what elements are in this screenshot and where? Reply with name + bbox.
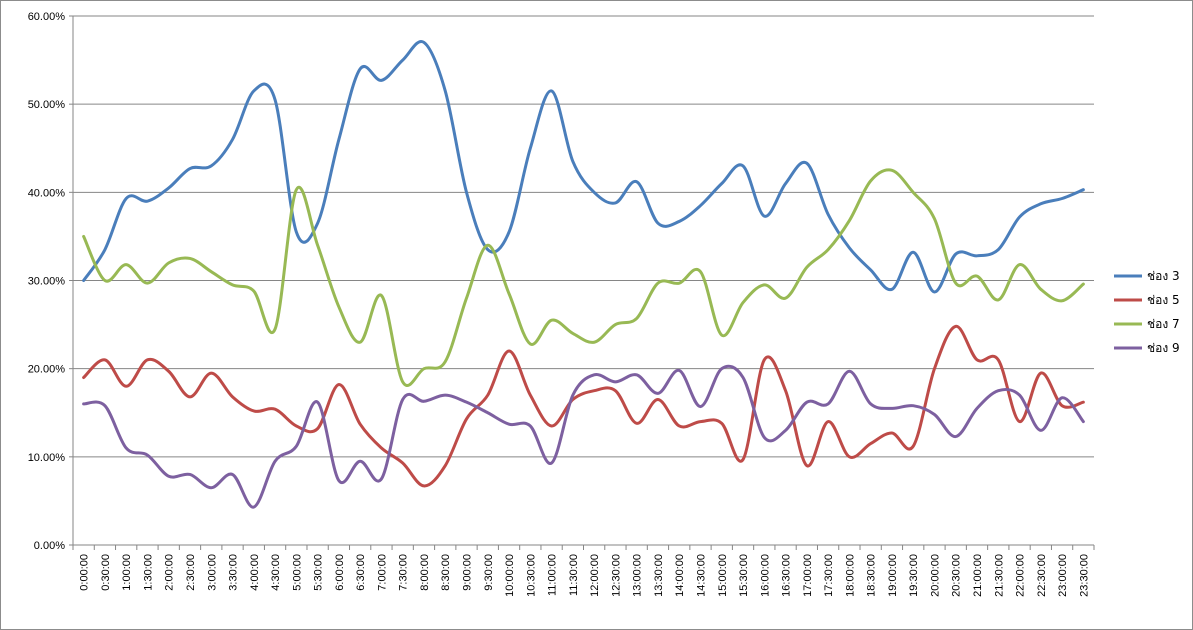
x-tick-label: 4:30:00 [270, 554, 282, 591]
x-tick-label: 2:30:00 [185, 554, 197, 591]
series-line-2 [82, 324, 1085, 488]
legend-label: ช่อง 3 [1147, 269, 1180, 283]
x-tick-label: 18:30:00 [866, 554, 878, 597]
x-tick-label: 0:00:00 [79, 554, 91, 591]
series-line-3 [82, 168, 1085, 387]
y-tick-label: 10.00% [28, 452, 66, 464]
x-tick-label: 6:30:00 [355, 554, 367, 591]
x-tick-label: 18:00:00 [844, 554, 856, 597]
y-tick-label: 20.00% [28, 364, 66, 376]
x-tick-label: 5:30:00 [313, 554, 325, 591]
series-line-4 [82, 364, 1085, 509]
x-tick-label: 16:00:00 [759, 554, 771, 597]
x-tick-label: 11:30:00 [568, 554, 580, 596]
x-tick-label: 13:30:00 [653, 554, 665, 597]
x-tick-label: 19:30:00 [908, 554, 920, 597]
legend-label: ช่อง 9 [1147, 341, 1180, 355]
x-tick-label: 4:00:00 [249, 554, 261, 591]
x-tick-label: 14:30:00 [695, 554, 707, 597]
x-tick-label: 6:00:00 [334, 554, 346, 591]
x-tick-label: 17:30:00 [823, 554, 835, 597]
x-tick-label: 8:00:00 [419, 554, 431, 591]
x-tick-label: 8:30:00 [440, 554, 452, 591]
x-tick-label: 20:00:00 [929, 554, 941, 597]
x-tick-label: 7:30:00 [398, 554, 410, 591]
x-tick-label: 19:00:00 [887, 554, 899, 597]
x-tick-label: 2:00:00 [164, 554, 176, 591]
x-tick-label: 13:00:00 [632, 554, 644, 597]
x-tick-label: 5:00:00 [291, 554, 303, 591]
y-tick-label: 50.00% [28, 99, 66, 111]
x-tick-label: 3:30:00 [228, 554, 240, 591]
x-tick-label: 22:30:00 [1036, 554, 1048, 597]
x-tick-label: 11:00:00 [547, 554, 559, 596]
x-tick-label: 21:30:00 [993, 554, 1005, 597]
x-tick-label: 12:00:00 [589, 554, 601, 597]
x-tick-label: 1:00:00 [121, 554, 133, 591]
x-tick-label: 23:30:00 [1078, 554, 1090, 597]
x-tick-label: 3:00:00 [206, 554, 218, 591]
y-tick-label: 0.00% [34, 540, 65, 552]
x-tick-label: 16:30:00 [781, 554, 793, 597]
x-tick-label: 7:00:00 [376, 554, 388, 591]
legend-label: ช่อง 5 [1147, 293, 1180, 307]
x-tick-label: 15:00:00 [717, 554, 729, 597]
x-tick-label: 10:30:00 [525, 554, 537, 597]
x-tick-label: 17:00:00 [802, 554, 814, 597]
x-tick-label: 12:30:00 [610, 554, 622, 597]
x-tick-label: 21:00:00 [972, 554, 984, 597]
x-tick-label: 22:00:00 [1015, 554, 1027, 597]
x-tick-label: 10:00:00 [504, 554, 516, 597]
y-tick-label: 30.00% [28, 276, 66, 288]
x-tick-label: 20:30:00 [951, 554, 963, 597]
x-tick-label: 15:30:00 [738, 554, 750, 597]
x-tick-label: 23:00:00 [1057, 554, 1069, 597]
x-tick-label: 14:00:00 [674, 554, 686, 597]
x-tick-label: 9:30:00 [483, 554, 495, 591]
y-tick-label: 40.00% [28, 187, 66, 199]
x-tick-label: 9:00:00 [462, 554, 474, 591]
legend-label: ช่อง 7 [1147, 317, 1180, 331]
x-tick-label: 1:30:00 [142, 554, 154, 591]
y-tick-label: 60.00% [28, 11, 66, 23]
series-line-1 [82, 40, 1085, 294]
x-tick-label: 0:30:00 [100, 554, 112, 591]
